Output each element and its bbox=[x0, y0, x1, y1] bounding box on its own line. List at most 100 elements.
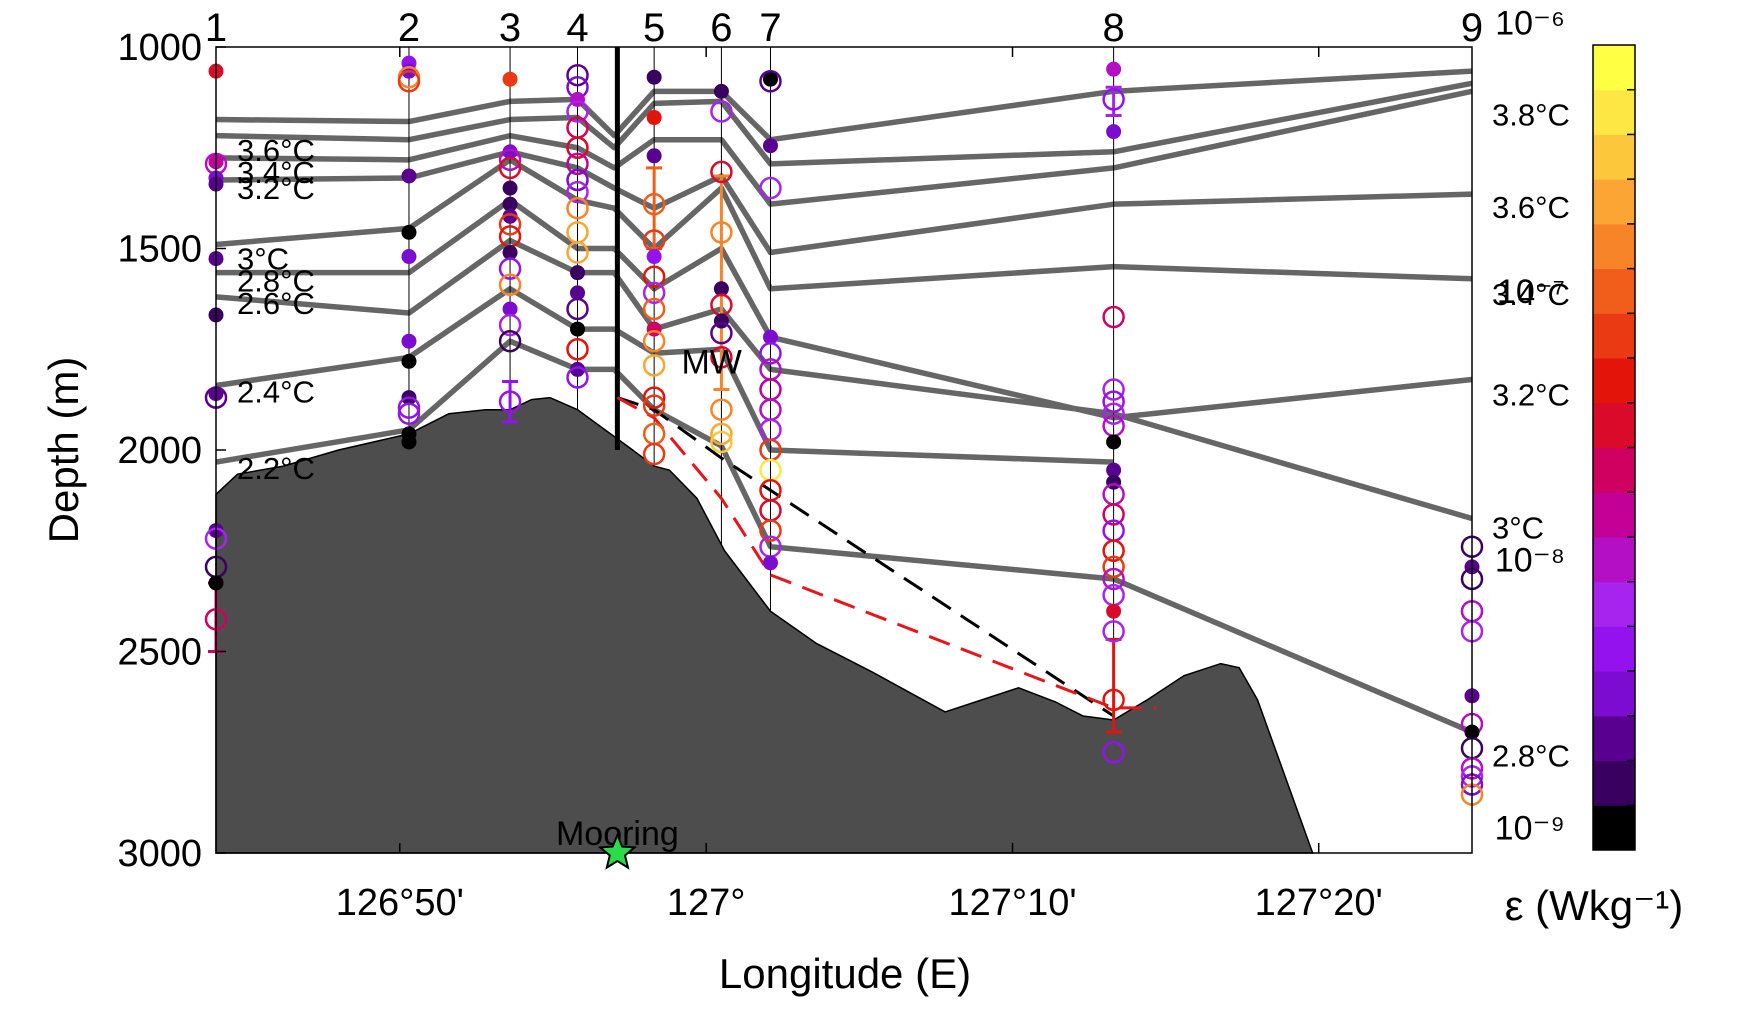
data-point-filled bbox=[502, 71, 518, 87]
y-axis-title: Depth (m) bbox=[40, 357, 87, 544]
station-label-9: 9 bbox=[1461, 6, 1483, 50]
data-point-open bbox=[397, 402, 421, 425]
annotation-label: MW bbox=[681, 343, 741, 381]
data-point-open bbox=[1102, 88, 1125, 111]
y-tick-label: 1000 bbox=[117, 27, 202, 69]
error-bar bbox=[502, 379, 519, 424]
isotherm-line bbox=[215, 157, 1473, 292]
data-point-open bbox=[498, 273, 522, 297]
station-label-3: 3 bbox=[499, 6, 521, 50]
station-label-4: 4 bbox=[566, 6, 588, 50]
data-point-open bbox=[498, 148, 522, 172]
isotherm-line bbox=[215, 68, 1473, 143]
data-point-open bbox=[1102, 402, 1125, 425]
x-axis-title: Longitude (E) bbox=[719, 950, 971, 997]
data-point-filled bbox=[401, 168, 417, 184]
colorbar-segment bbox=[1593, 223, 1635, 270]
bathymetry bbox=[215, 396, 1314, 854]
data-point-open bbox=[759, 70, 782, 93]
x-axis-ticks: 126°50' 127° 127°10' 127°20' bbox=[336, 47, 1383, 924]
colorbar-segment bbox=[1593, 358, 1635, 404]
data-point-open bbox=[759, 176, 782, 200]
data-point-filled bbox=[646, 321, 662, 337]
colorbar-tick-label: 10⁻⁷ bbox=[1497, 273, 1565, 311]
colorbar-segment bbox=[1593, 447, 1635, 493]
data-point-filled bbox=[762, 555, 778, 571]
annotations: MWMooring bbox=[556, 343, 742, 870]
data-point-filled bbox=[1106, 124, 1122, 140]
data-point-filled bbox=[401, 434, 417, 450]
data-point-filled bbox=[570, 91, 586, 107]
data-point-filled bbox=[646, 148, 662, 164]
data-point-open bbox=[642, 192, 666, 216]
isotherm-layer bbox=[215, 68, 1474, 735]
y-tick-label: 1500 bbox=[117, 229, 202, 271]
dashed-line-black bbox=[616, 396, 1115, 718]
data-point-open bbox=[566, 63, 589, 87]
x-tick-label: 127°10' bbox=[948, 882, 1076, 924]
data-point-open bbox=[710, 430, 733, 454]
data-point-filled bbox=[401, 353, 417, 369]
data-point-open bbox=[566, 100, 589, 123]
data-point-open bbox=[1102, 555, 1125, 579]
data-point-open bbox=[1102, 688, 1125, 712]
station-label-5: 5 bbox=[643, 6, 665, 50]
colorbar-tick-label: 10⁻⁹ bbox=[1495, 810, 1565, 848]
x-tick-label: 126°50' bbox=[336, 882, 464, 924]
data-point-open bbox=[642, 442, 666, 466]
station-label-6: 6 bbox=[710, 6, 732, 50]
data-point-open bbox=[759, 519, 782, 542]
colorbar-tick-label: 10⁻⁶ bbox=[1495, 5, 1565, 43]
isotherm-label-left: 2.2°C bbox=[237, 451, 315, 486]
isotherm-label-right: 3°C bbox=[1492, 511, 1544, 546]
colorbar-tick-label: 10⁻⁸ bbox=[1495, 541, 1565, 579]
colorbar-segment bbox=[1593, 536, 1635, 583]
station-label-1: 1 bbox=[205, 6, 227, 50]
station-label-7: 7 bbox=[759, 6, 781, 50]
isotherm-line bbox=[215, 237, 1473, 522]
x-tick-label: 127° bbox=[667, 882, 746, 924]
data-point-open bbox=[498, 390, 522, 413]
isotherm-line bbox=[215, 338, 1474, 735]
station-label-8: 8 bbox=[1102, 6, 1124, 50]
isotherm-line bbox=[215, 149, 1473, 256]
data-point-open bbox=[1102, 378, 1125, 401]
data-point-open bbox=[498, 156, 522, 180]
isotherm-label-right: 3.8°C bbox=[1492, 97, 1570, 132]
data-point-open bbox=[710, 346, 733, 369]
data-point-open bbox=[397, 70, 421, 93]
colorbar: 10⁻⁹ 10⁻⁸ 10⁻⁷ 10⁻⁶ ε (Wkg⁻¹) bbox=[1495, 5, 1684, 929]
colorbar-segment bbox=[1593, 492, 1635, 538]
bathymetry-layer bbox=[215, 396, 1314, 854]
data-point-filled bbox=[401, 224, 417, 240]
data-point-open bbox=[566, 168, 589, 192]
data-point-open bbox=[566, 241, 589, 264]
data-point-filled bbox=[646, 110, 662, 126]
y-tick-label: 3000 bbox=[117, 833, 202, 875]
data-point-filled bbox=[401, 249, 417, 265]
data-point-open bbox=[642, 265, 666, 288]
data-point-filled bbox=[762, 138, 778, 154]
data-point-open bbox=[642, 297, 666, 321]
data-point-filled bbox=[1106, 61, 1122, 77]
data-point-open bbox=[1102, 620, 1125, 643]
isotherm-label-left: 2.4°C bbox=[237, 375, 315, 410]
isotherm-label-right: 3.2°C bbox=[1492, 378, 1570, 413]
data-point-filled bbox=[1106, 474, 1122, 490]
data-point-open bbox=[710, 398, 733, 421]
isotherm-label-left: 3.4°C bbox=[237, 155, 315, 190]
data-point-open bbox=[1102, 539, 1125, 562]
data-point-open bbox=[1102, 567, 1125, 591]
data-point-filled bbox=[713, 313, 729, 329]
data-point-open bbox=[642, 281, 666, 305]
data-point-filled bbox=[646, 69, 662, 85]
data-point-open bbox=[566, 180, 589, 204]
isotherm-label-left: 2.6°C bbox=[237, 286, 315, 321]
isotherm-label-left: 3.2°C bbox=[237, 171, 315, 206]
colorbar-segment bbox=[1593, 89, 1635, 135]
y-tick-label: 2000 bbox=[117, 430, 202, 472]
colorbar-segment bbox=[1593, 760, 1635, 806]
isotherm-line bbox=[215, 88, 1473, 207]
